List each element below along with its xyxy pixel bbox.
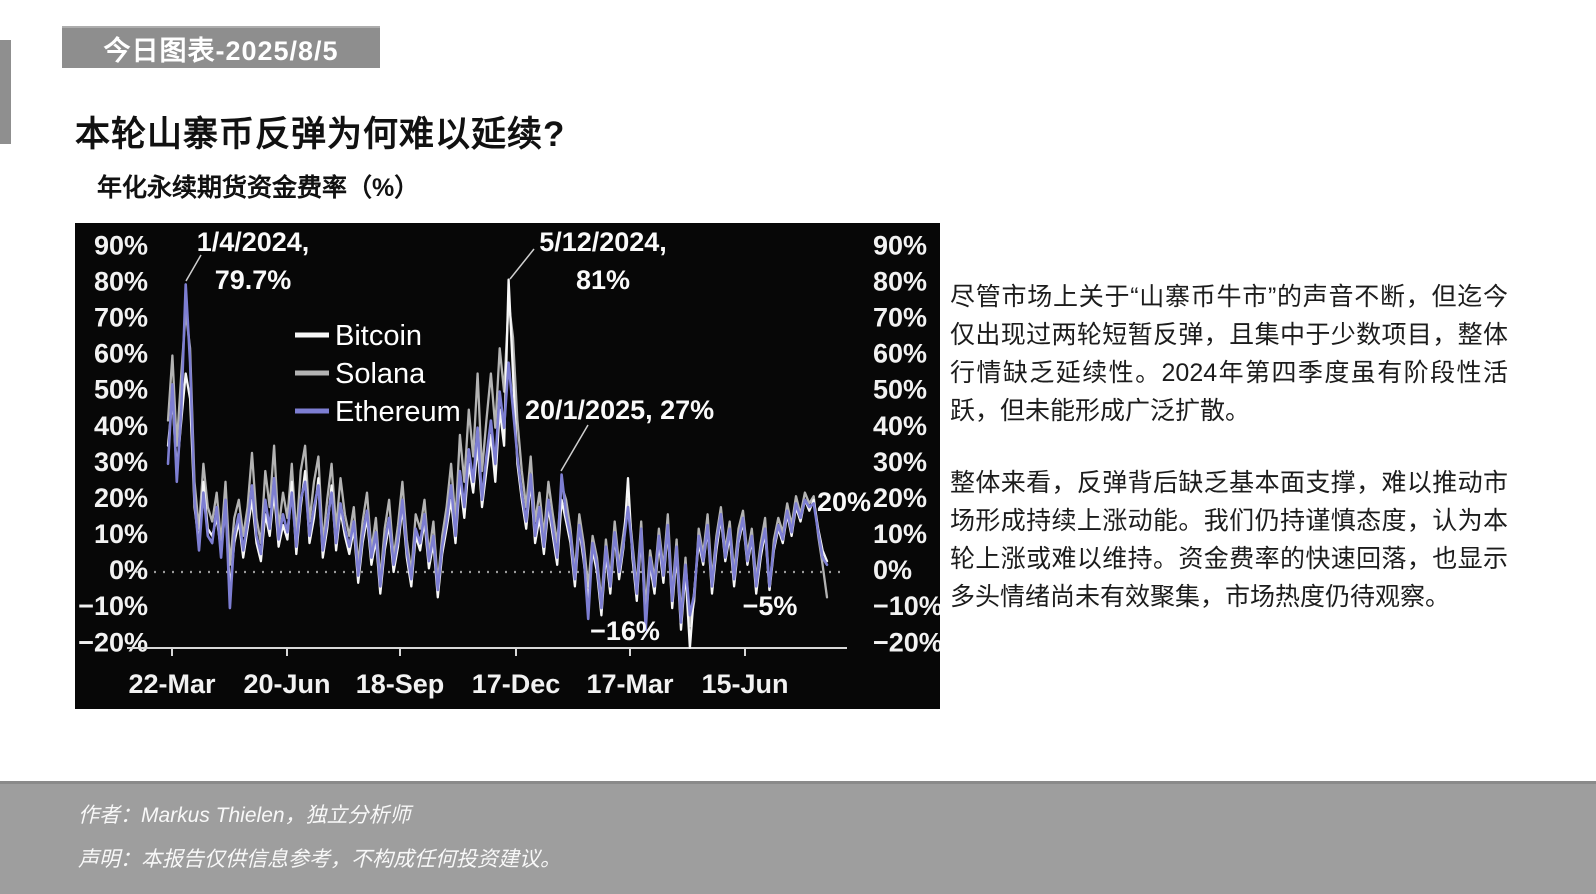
y-axis-label-right: 20% [873,483,927,513]
chart-subtitle: 年化永续期货资金费率（%） [97,174,420,202]
y-axis-label-right: 10% [873,519,927,549]
legend-label-ethereum: Ethereum [335,396,461,428]
footer-author: 作者：Markus Thielen，独立分析师 [78,804,411,827]
series-line-bitcoin [166,278,829,649]
page-title: 本轮山寨币反弹为何难以延续? [75,115,566,154]
x-axis-label: 20-Jun [243,669,330,699]
series-line-ethereum [166,283,829,632]
y-axis-label-right: −10% [873,591,940,621]
y-axis-label-left: 30% [94,447,148,477]
y-axis-label-right: 50% [873,375,927,405]
y-axis-label-left: 10% [94,519,148,549]
footer: 作者：Markus Thielen，独立分析师 声明：本报告仅供信息参考，不构成… [0,781,1596,894]
x-axis-label: 17-Dec [472,669,561,699]
annotation-label: 5/12/2024, 81% [539,227,667,295]
annotation-leader [185,254,202,282]
y-axis-label-left: 80% [94,266,148,296]
commentary: 尽管市场上关于“山寨币牛市”的声音不断，但迄今仅出现过两轮短暂反弹，且集中于少数… [950,278,1508,616]
y-axis-label-right: 40% [873,411,927,441]
chart-panel: 90% 90% 80% 80% 70% 70% 60% 60% 50% 50% 40% 40% 30% 3… [75,223,940,709]
y-axis-label-right: 30% [873,447,927,477]
y-axis-label-left: −10% [78,591,148,621]
x-axis-label: 15-Jun [701,669,788,699]
annotation-leader [509,248,535,280]
commentary-paragraph-1: 尽管市场上关于“山寨币牛市”的声音不断，但迄今仅出现过两轮短暂反弹，且集中于少数… [950,283,1508,425]
legend-label-bitcoin: Bitcoin [335,320,422,352]
y-axis-label-left: 60% [94,339,148,369]
x-axis-label: 18-Sep [356,669,445,699]
date-badge-label: 今日图表-2025/8/5 [103,35,339,66]
y-axis-label-left: 90% [94,230,148,260]
y-axis-label-right: 90% [873,230,927,260]
date-badge: 今日图表-2025/8/5 [62,26,380,68]
y-axis-label-right: 0% [873,555,912,585]
commentary-paragraph-2: 整体来看，反弹背后缺乏基本面支撑，难以推动市场形成持续上涨动能。我们仍持谨慎态度… [950,469,1508,611]
y-axis-label-left: 40% [94,411,148,441]
y-axis-label-left: 20% [94,483,148,513]
y-axis-label-right: −20% [873,627,940,657]
annotation-label: 20/1/2025, 27% [525,395,714,425]
left-accent-bar [0,40,11,144]
annotation-label: 20% [817,487,871,517]
funding-rate-chart: 90% 90% 80% 80% 70% 70% 60% 60% 50% 50% 40% 40% 30% 3… [78,227,940,699]
x-axis-label: 22-Mar [128,669,216,699]
footer-disclaimer: 声明：本报告仅供信息参考，不构成任何投资建议。 [78,848,561,871]
annotation-label: −16% [590,616,660,646]
annotation-label: −5% [743,591,798,621]
annotation-leader [560,424,589,472]
y-axis-label-left: 0% [109,555,148,585]
y-axis-label-right: 60% [873,339,927,369]
y-axis-label-right: 70% [873,303,927,333]
y-axis-label-right: 80% [873,266,927,296]
y-axis-label-left: −20% [78,627,148,657]
y-axis-label-left: 50% [94,375,148,405]
x-axis-label: 17-Mar [586,669,674,699]
legend-label-solana: Solana [335,358,426,390]
annotation-label: 1/4/2024, 79.7% [197,227,310,295]
y-axis-label-left: 70% [94,303,148,333]
